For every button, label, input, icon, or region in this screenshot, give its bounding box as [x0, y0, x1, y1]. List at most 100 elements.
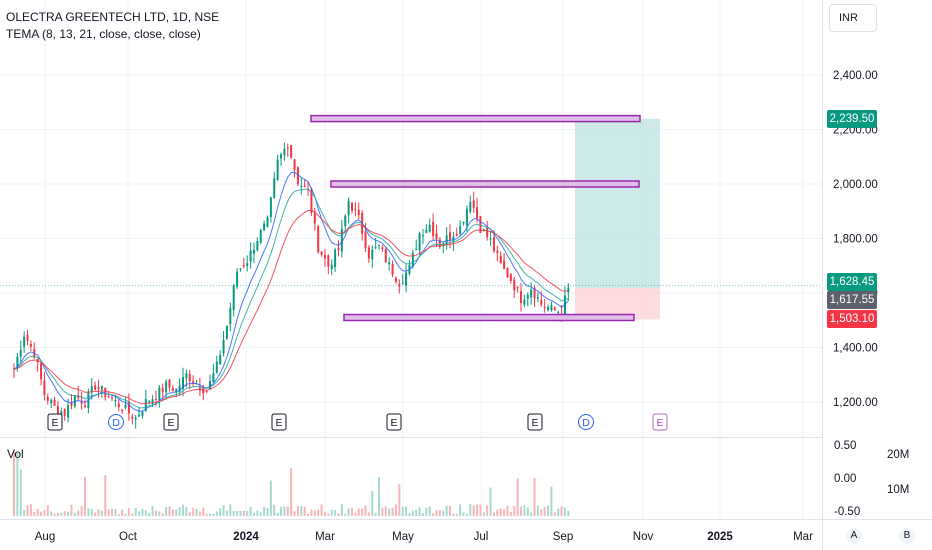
candle-body	[384, 249, 387, 263]
candle-body	[148, 401, 151, 403]
profit-zone[interactable]	[575, 118, 660, 289]
candle-body	[334, 249, 337, 268]
dividend-marker[interactable]: D	[578, 414, 594, 430]
earnings-marker[interactable]: E	[271, 413, 287, 431]
candle-body	[520, 291, 522, 303]
earnings-marker[interactable]: E	[527, 413, 543, 431]
earnings-marker[interactable]: E	[386, 413, 402, 431]
candle-body	[70, 402, 73, 406]
candle-body	[50, 399, 53, 404]
candle-body	[134, 417, 137, 420]
volume-bar	[141, 509, 144, 516]
volume-bar	[276, 512, 279, 516]
y-tick-label: 2,000.00	[833, 179, 878, 191]
volume-tick-label: 0.00	[834, 473, 856, 485]
volume-bar	[533, 477, 536, 516]
earnings-marker[interactable]: E	[47, 413, 63, 431]
candle-body	[171, 388, 174, 392]
volume-bar	[73, 512, 76, 516]
candle-body	[567, 287, 570, 293]
candle-body	[138, 414, 141, 417]
volume-bar	[46, 505, 49, 516]
volume-bar	[151, 505, 154, 516]
candle-body	[378, 244, 381, 246]
x-tick-label: Sep	[553, 531, 573, 543]
volume-bar	[340, 504, 343, 516]
candles	[13, 142, 570, 429]
symbol-title[interactable]: OLECTRA GREENTECH LTD, 1D, NSE	[6, 10, 220, 24]
earnings-marker[interactable]: E	[163, 413, 179, 431]
candle-body	[492, 236, 495, 252]
volume-tick-label: -0.50	[834, 506, 860, 518]
candle-body	[550, 304, 553, 311]
volume-bar	[327, 513, 330, 516]
volume-label[interactable]: Vol	[7, 447, 24, 461]
candle-body	[347, 200, 350, 216]
candle-body	[438, 239, 441, 247]
candle-body	[367, 247, 370, 259]
chart-legend: OLECTRA GREENTECH LTD, 1D, NSE TEMA (8, …	[6, 9, 219, 43]
dividend-marker[interactable]: D	[108, 414, 124, 430]
horizontal-zones[interactable]	[310, 114, 641, 322]
candle-body	[300, 186, 303, 188]
currency-selector[interactable]: INR	[829, 4, 877, 32]
candle-body	[16, 356, 19, 367]
candle-body	[462, 222, 465, 224]
candle-body	[259, 230, 262, 243]
candle-body	[131, 416, 134, 419]
volume-bar	[252, 512, 255, 516]
volume-bar	[469, 504, 472, 516]
candle-body	[418, 233, 421, 251]
volume-bar	[205, 513, 208, 516]
volume-bar	[266, 508, 269, 516]
volume-bar	[104, 475, 107, 516]
candle-body	[266, 217, 269, 227]
tema-lines	[13, 171, 569, 412]
marker-label: D	[582, 417, 590, 429]
volume-bar	[557, 508, 560, 516]
candle-body	[364, 231, 367, 249]
candle-body	[252, 249, 255, 254]
candle-body	[526, 294, 529, 299]
volume-bar	[23, 510, 26, 516]
volume-bar	[192, 507, 195, 516]
candle-body	[421, 235, 424, 237]
auto-scale-button[interactable]: A	[846, 528, 862, 544]
indicator-label[interactable]: TEMA (8, 13, 21, close, close, close)	[6, 27, 201, 41]
volume-bar	[547, 505, 550, 516]
volume-tick-label: 0.50	[834, 440, 856, 452]
candle-body	[391, 263, 394, 275]
volume-bar	[63, 511, 66, 516]
candle-body	[381, 247, 384, 250]
candle-body	[175, 388, 178, 393]
volume-bar	[553, 512, 556, 516]
marker-label: D	[112, 417, 120, 429]
go-back-button[interactable]: B	[899, 528, 915, 544]
volume-bar	[357, 508, 360, 516]
volume-tick-label: 20M	[887, 449, 909, 461]
volume-bar	[371, 490, 374, 516]
volume-bar	[29, 504, 32, 516]
support-resistance-zone	[343, 313, 635, 322]
candle-body	[232, 285, 235, 311]
volume-bar	[134, 508, 137, 516]
candle-body	[530, 289, 533, 298]
volume-bar	[280, 506, 283, 516]
marker-shape	[386, 413, 402, 431]
candle-body	[219, 354, 222, 365]
earnings-marker[interactable]: E	[652, 413, 668, 431]
volume-bar	[56, 512, 59, 516]
marker-shape	[47, 413, 63, 431]
volume-bar	[411, 510, 414, 516]
candle-body	[340, 228, 343, 252]
candle-body	[286, 147, 289, 149]
volume-bar	[388, 508, 391, 516]
candle-body	[158, 387, 161, 401]
volume-bar	[567, 510, 570, 516]
volume-bar	[364, 505, 367, 516]
entry-price-tag: 1,617.55	[827, 291, 877, 309]
candle-body	[459, 226, 462, 234]
volume-bar	[540, 509, 543, 516]
